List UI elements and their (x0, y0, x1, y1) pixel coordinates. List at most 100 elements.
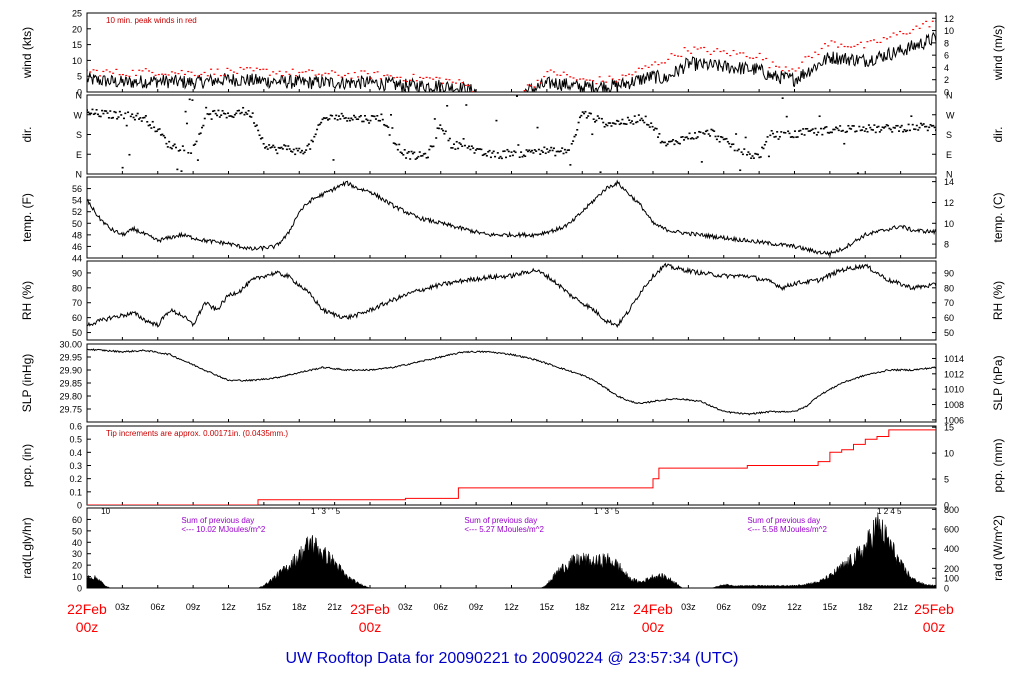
direction-point (741, 153, 744, 156)
direction-point (581, 111, 584, 113)
direction-point (173, 143, 176, 146)
direction-point (162, 134, 165, 137)
direction-point (112, 116, 115, 119)
direction-point (681, 136, 684, 138)
direction-point (774, 135, 777, 138)
direction-point (799, 129, 802, 132)
left-tick-label: 29.85 (59, 379, 82, 389)
peak-wind-point (748, 57, 751, 59)
direction-point (450, 147, 453, 149)
direction-point (381, 118, 384, 121)
direction-point (487, 150, 490, 153)
direction-point (440, 128, 443, 130)
direction-point (878, 131, 881, 133)
right-tick-label: 70 (944, 298, 954, 308)
peak-wind-point (569, 76, 572, 78)
direction-point (620, 122, 623, 125)
direction-point (129, 115, 132, 118)
day-label-date: 22Feb (67, 601, 107, 617)
peak-wind-point (928, 26, 931, 28)
direction-point (270, 146, 273, 148)
direction-point (717, 135, 720, 138)
direction-point (577, 121, 580, 124)
direction-point (188, 98, 191, 101)
right-tick-label: S (946, 130, 952, 140)
direction-point (595, 119, 598, 122)
daily-sum-note: <--- 5.58 MJoules/m^2 (747, 525, 827, 534)
peak-wind-point (605, 81, 608, 83)
series-sea-level-pressure-line (87, 348, 936, 416)
peak-wind-point (281, 75, 284, 77)
direction-point (431, 145, 434, 148)
direction-point (551, 149, 554, 152)
peak-wind-point (621, 74, 624, 76)
peak-wind-point (628, 73, 631, 75)
x-tick-label: 15z (540, 602, 555, 612)
direction-point (614, 123, 617, 125)
direction-point (804, 128, 807, 130)
peak-wind-point (363, 70, 366, 72)
peak-wind-point (908, 32, 911, 34)
direction-point (624, 123, 627, 125)
peak-wind-point (716, 48, 719, 50)
peak-wind-point (667, 58, 670, 60)
right-tick-label: 6 (944, 51, 949, 61)
hour-marker-label: 1 ' 3 ' ' 5 (311, 507, 341, 516)
direction-point (570, 142, 573, 145)
direction-point (232, 116, 235, 119)
peak-wind-point (575, 79, 578, 81)
direction-point (142, 117, 145, 119)
panel-frame (86, 260, 937, 341)
direction-point (770, 129, 773, 132)
direction-point (532, 152, 535, 154)
peak-wind-point (337, 74, 340, 76)
peak-wind-point (154, 74, 157, 76)
peak-wind-point (268, 74, 271, 76)
direction-point (929, 124, 932, 126)
direction-point (695, 137, 698, 140)
direction-point (713, 130, 716, 132)
left-tick-label: 50 (72, 219, 82, 229)
direction-point (914, 128, 917, 131)
direction-point (663, 141, 666, 144)
direction-point (472, 147, 475, 149)
direction-point (420, 155, 423, 157)
direction-point (399, 151, 402, 154)
day-label-date: 25Feb (914, 601, 954, 617)
direction-point (830, 131, 833, 134)
direction-point (845, 130, 848, 133)
direction-point (265, 145, 268, 148)
peak-wind-point (549, 69, 552, 71)
left-tick-label: 0 (77, 501, 82, 511)
direction-point (447, 139, 450, 142)
left-tick-label: 44 (72, 254, 82, 264)
right-tick-label: 400 (944, 544, 959, 554)
direction-point (343, 117, 346, 120)
peak-wind-point (262, 68, 265, 70)
direction-point (498, 157, 501, 159)
direction-point (90, 112, 93, 115)
right-tick-label: N (946, 170, 953, 180)
direction-point (120, 114, 123, 116)
peak-wind-point (889, 36, 892, 38)
direction-point (548, 149, 551, 152)
peak-wind-point (445, 78, 448, 80)
direction-point (327, 119, 330, 121)
direction-point (706, 129, 709, 132)
ylabel-right: rad (W/m^2) (991, 515, 1005, 581)
direction-point (103, 110, 106, 112)
peak-wind-point (663, 62, 666, 64)
direction-point (479, 148, 482, 150)
peak-wind-point (239, 66, 242, 69)
direction-point (578, 116, 581, 119)
direction-point (565, 151, 568, 154)
direction-point (806, 127, 809, 130)
direction-point (637, 114, 640, 116)
peak-wind-point (768, 67, 771, 69)
direction-point (505, 156, 508, 159)
x-tick-label: 12z (787, 602, 802, 612)
direction-point (170, 147, 173, 150)
direction-point (194, 143, 197, 146)
direction-point (603, 125, 606, 128)
day-label-date: 23Feb (350, 601, 390, 617)
